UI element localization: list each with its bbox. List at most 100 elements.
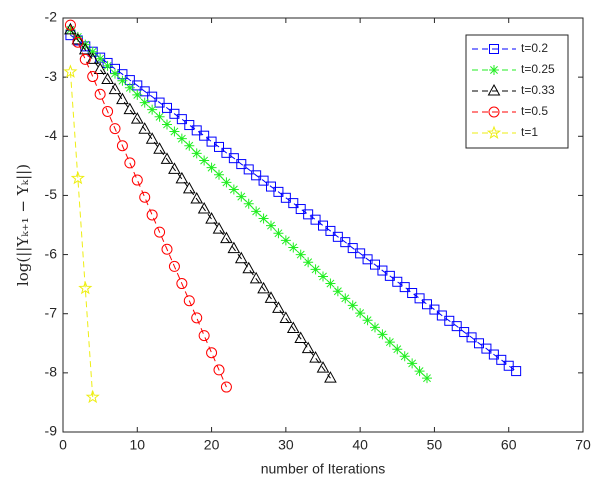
legend: t=0.2 t=0.25 t=0.33 t=0.5 t=1 (465, 34, 569, 149)
marker (444, 315, 455, 326)
marker (162, 102, 172, 113)
marker (162, 119, 172, 130)
y-tick-label: -9 (45, 423, 58, 439)
marker (71, 32, 85, 45)
marker (266, 220, 276, 231)
legend-label: t=1 (521, 125, 538, 139)
y-axis-label: log(||Yₖ₊₁ − Yₖ||) (14, 164, 32, 286)
y-tick-label: -4 (45, 127, 58, 143)
marker (102, 60, 113, 71)
marker (191, 312, 203, 324)
marker (355, 308, 366, 319)
marker (234, 251, 248, 264)
marker (384, 270, 395, 281)
y-tick-label: -2 (45, 9, 58, 25)
marker (183, 295, 195, 307)
marker (280, 235, 291, 246)
marker (377, 265, 388, 276)
marker (87, 46, 98, 57)
marker (257, 281, 270, 294)
marker (288, 242, 299, 253)
marker (249, 271, 263, 284)
marker (108, 82, 122, 95)
x-tick-label: 10 (129, 437, 145, 453)
marker (251, 206, 262, 217)
series-line (69, 24, 227, 388)
marker (176, 133, 187, 144)
marker (206, 162, 217, 173)
marker (131, 174, 143, 186)
marker (154, 111, 165, 122)
marker (422, 299, 432, 310)
marker (236, 191, 247, 202)
marker (399, 351, 410, 362)
x-tick-label: 70 (575, 437, 591, 453)
marker (392, 344, 403, 355)
y-tick-label: -7 (45, 304, 58, 320)
x-axis-label: number of Iterations (261, 461, 386, 477)
marker (486, 125, 502, 140)
marker (407, 358, 418, 369)
marker (301, 341, 315, 354)
series-line (69, 71, 94, 398)
marker (214, 141, 224, 152)
marker (429, 304, 440, 315)
marker (227, 241, 241, 254)
marker (325, 278, 336, 289)
marker (294, 331, 308, 344)
marker (213, 364, 225, 376)
marker (184, 120, 195, 131)
marker (286, 321, 300, 333)
marker (147, 91, 158, 102)
marker (488, 349, 499, 360)
series-line (70, 34, 517, 372)
marker (205, 212, 218, 224)
marker (392, 276, 403, 287)
marker (154, 226, 166, 238)
marker (266, 181, 276, 192)
marker (407, 288, 418, 299)
legend-label: t=0.2 (521, 41, 548, 55)
marker (377, 329, 388, 340)
marker (176, 114, 187, 125)
marker (123, 102, 137, 115)
marker (272, 301, 285, 313)
marker (228, 153, 239, 164)
marker (63, 64, 78, 78)
marker (318, 220, 328, 231)
marker (87, 71, 99, 83)
y-tick-label: -3 (45, 68, 58, 84)
marker (316, 361, 330, 373)
y-tick-label: -5 (45, 186, 58, 202)
marker (422, 373, 432, 384)
marker (295, 249, 306, 260)
series-line (70, 29, 331, 379)
x-tick-label: 0 (59, 437, 67, 453)
marker (93, 62, 107, 74)
marker (198, 330, 210, 342)
marker (132, 89, 143, 100)
marker (310, 264, 321, 275)
marker (243, 164, 254, 175)
marker (199, 130, 210, 141)
x-tick-label: 60 (501, 437, 517, 453)
x-tick-label: 30 (278, 437, 294, 453)
marker (489, 44, 499, 54)
marker (279, 311, 293, 323)
marker (139, 191, 151, 203)
marker (116, 140, 128, 152)
marker (318, 271, 328, 282)
marker (370, 322, 380, 333)
marker (236, 159, 247, 170)
marker (340, 237, 351, 248)
legend-label: t=0.25 (521, 62, 555, 76)
marker (154, 97, 165, 108)
marker (362, 254, 373, 265)
marker (355, 248, 366, 259)
marker (95, 53, 106, 64)
legend-label: t=0.5 (521, 104, 548, 118)
marker (220, 231, 233, 244)
marker (160, 152, 174, 164)
marker (347, 300, 358, 311)
marker (124, 157, 136, 169)
